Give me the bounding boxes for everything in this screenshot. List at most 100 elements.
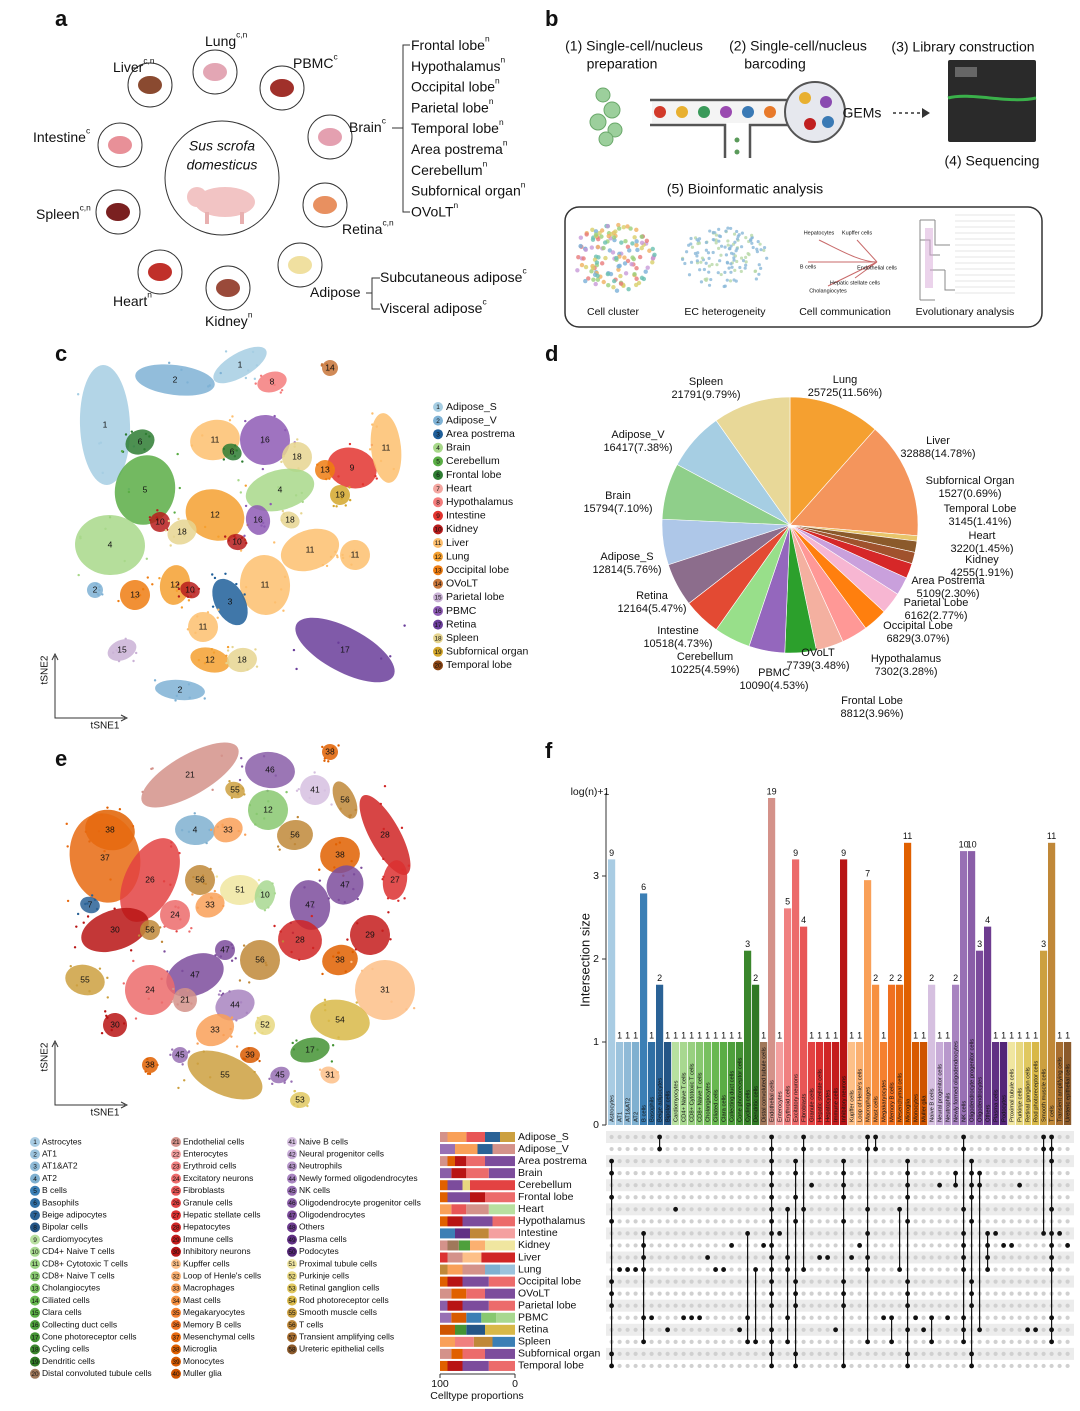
- cluster-dots: [273, 541, 276, 544]
- tissue-icon: [288, 256, 312, 274]
- matrix-dot-empty: [1001, 1267, 1006, 1272]
- thumb-point: [726, 239, 730, 243]
- proportion-segment: [440, 1216, 448, 1227]
- legend-label: Oligodendrocyte progenitor cells: [299, 1197, 421, 1207]
- cluster-dots: [349, 814, 352, 817]
- thumb-point: [590, 227, 595, 232]
- cluster-dots: [296, 815, 299, 819]
- matrix-dot-empty: [649, 1255, 654, 1260]
- cluster-dots: [130, 430, 133, 433]
- matrix-dot-empty: [673, 1134, 678, 1140]
- legend-label: Retinal ganglion cells: [299, 1283, 379, 1293]
- matrix-dot: [769, 1279, 774, 1284]
- matrix-dot-empty: [777, 1207, 782, 1212]
- cluster-blob: [327, 447, 377, 489]
- cluster-dots: [221, 825, 224, 828]
- pie-label: Lung: [833, 374, 857, 386]
- matrix-dot-empty: [737, 1171, 742, 1176]
- cluster-dots: [187, 683, 191, 686]
- matrix-dot-empty: [649, 1183, 654, 1188]
- matrix-dot-empty: [761, 1146, 766, 1152]
- matrix-dot-empty: [945, 1291, 950, 1296]
- cluster-dots: [244, 585, 248, 589]
- cluster-dots: [296, 1105, 299, 1108]
- matrix-dot-empty: [929, 1231, 934, 1236]
- matrix-dot-empty: [697, 1303, 702, 1308]
- legend-swatch: [287, 1137, 297, 1147]
- matrix-dot-empty: [1001, 1351, 1006, 1356]
- thumb-point: [744, 255, 748, 259]
- matrix-dot-empty: [1009, 1267, 1014, 1272]
- matrix-dot-empty: [1017, 1159, 1022, 1164]
- bar: [1040, 950, 1048, 1125]
- cluster-blob: [69, 813, 141, 903]
- matrix-dot-empty: [777, 1363, 782, 1369]
- bar: [952, 984, 960, 1125]
- cluster-dots: [141, 925, 144, 928]
- cluster-label: 56: [145, 924, 155, 934]
- matrix-dot-empty: [945, 1363, 950, 1369]
- matrix-dot: [793, 1363, 798, 1369]
- cluster-dots: [263, 909, 267, 912]
- cluster-dots: [98, 442, 101, 445]
- matrix-dot-empty: [697, 1219, 702, 1224]
- matrix-dot: [745, 1315, 750, 1321]
- matrix-dot-empty: [1009, 1195, 1014, 1200]
- tree-shade: [925, 228, 933, 288]
- matrix-dot-empty: [657, 1231, 662, 1236]
- cluster-dots: [219, 371, 222, 375]
- bar-value-label: 11: [1047, 831, 1056, 841]
- cluster-dots: [151, 767, 154, 770]
- matrix-dot-empty: [633, 1339, 638, 1344]
- matrix-dot-empty: [873, 1183, 878, 1188]
- matrix-dot-empty: [889, 1183, 894, 1188]
- matrix-dot-empty: [809, 1207, 814, 1212]
- cluster-dots: [293, 842, 297, 846]
- bar-value-label: 1: [1033, 1030, 1038, 1040]
- matrix-dot: [969, 1351, 974, 1357]
- cluster-dots: [172, 987, 175, 991]
- row-label: Lung: [518, 1263, 542, 1275]
- legend-swatch: [433, 524, 443, 535]
- tissue-label-sup: c,n: [236, 30, 248, 40]
- matrix-dot-empty: [705, 1363, 710, 1369]
- legend-label: AT1&AT2: [42, 1161, 78, 1171]
- matrix-dot-empty: [689, 1363, 694, 1369]
- bar-category-label: CD8+ Cytotoxic T cells: [690, 1063, 696, 1122]
- thumb-point: [730, 265, 734, 269]
- bar-value-label: 1: [809, 1030, 814, 1040]
- cluster-dots: [167, 519, 171, 523]
- matrix-dot-empty: [641, 1159, 646, 1164]
- bead: [764, 106, 776, 118]
- thumb-point: [611, 235, 617, 240]
- axis-title: tSNE1: [91, 1108, 120, 1119]
- bar-category-label: Excitatory neurons: [794, 1074, 800, 1122]
- cluster-dots: [237, 785, 241, 789]
- cluster-dots: [327, 760, 330, 763]
- matrix-dot-empty: [681, 1195, 686, 1200]
- bar-category-label: Plasma cells: [994, 1089, 1000, 1122]
- legend-label: Occipital lobe: [446, 564, 509, 576]
- matrix-dot-empty: [761, 1183, 766, 1188]
- cluster-dots: [242, 944, 246, 947]
- cluster-label: 2: [173, 374, 178, 384]
- brain-region-sup: n: [485, 34, 490, 44]
- matrix-dot-empty: [777, 1351, 782, 1356]
- comm-node: B cells: [800, 264, 816, 270]
- matrix-dot-empty: [705, 1195, 710, 1200]
- thumb-point: [633, 282, 639, 288]
- cluster-dots: [241, 460, 244, 463]
- thumb-point: [610, 250, 616, 255]
- thumb-point: [750, 233, 754, 237]
- legend-label: Naive B cells: [299, 1136, 348, 1146]
- matrix-dot-empty: [737, 1363, 742, 1369]
- legend-label: Hepatocytes: [183, 1222, 230, 1232]
- legend-number: 13: [31, 1286, 39, 1293]
- legend-label: Liver: [446, 537, 469, 549]
- cluster-dots: [188, 930, 191, 933]
- matrix-dot: [865, 1231, 870, 1236]
- cluster-dots: [348, 816, 352, 819]
- matrix-dot: [769, 1351, 774, 1357]
- matrix-dot-empty: [1025, 1291, 1030, 1296]
- matrix-dot-empty: [809, 1339, 814, 1344]
